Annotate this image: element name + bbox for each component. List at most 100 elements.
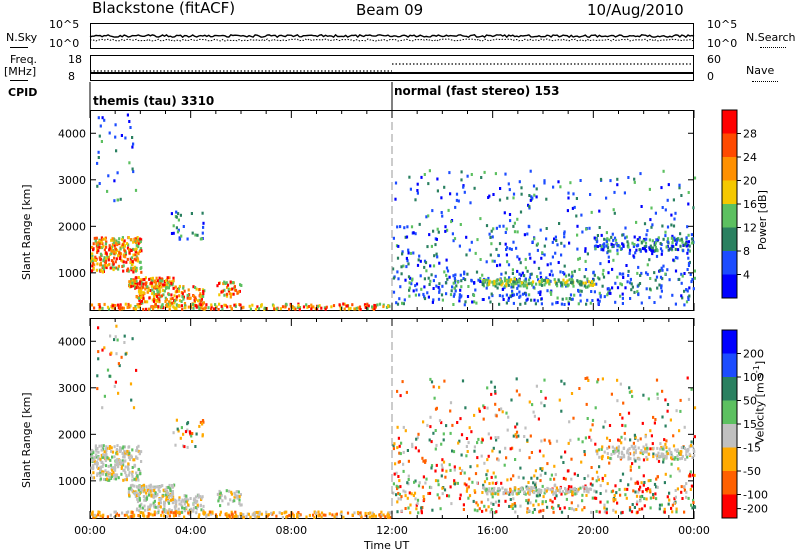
- power-echo-cell: [180, 300, 183, 303]
- velocity-echo-cell: [536, 488, 539, 492]
- power-echo-cell: [170, 281, 173, 285]
- velocity-echo-cell: [442, 438, 445, 442]
- velocity-echo-cell: [117, 513, 121, 517]
- velocity-echo-cell: [453, 465, 456, 469]
- velocity-echo-cell: [641, 507, 644, 511]
- velocity-echo-cell: [535, 499, 538, 503]
- velocity-echo-cell: [228, 514, 231, 518]
- velocity-echo-cell: [449, 431, 452, 435]
- power-echo-cell: [650, 225, 653, 229]
- velocity-echo-cell: [654, 492, 657, 496]
- velocity-echo-cell: [171, 501, 174, 505]
- velocity-echo-cell: [623, 431, 626, 435]
- velocity-echo-cell: [96, 374, 99, 378]
- power-echo-cell: [608, 291, 611, 295]
- power-echo-cell: [201, 231, 204, 235]
- velocity-echo-cell: [604, 420, 607, 424]
- velocity-echo-cell: [153, 499, 156, 503]
- power-echo-cell: [436, 189, 439, 193]
- velocity-echo-cell: [242, 515, 245, 519]
- velocity-echo-cell: [165, 486, 168, 489]
- power-echo-cell: [339, 307, 342, 311]
- velocity-echo-cell: [537, 488, 541, 492]
- power-echo-cell: [556, 296, 559, 300]
- power-echo-cell: [131, 279, 134, 283]
- power-echo-cell: [354, 307, 357, 311]
- power-echo-cell: [175, 306, 178, 310]
- power-echo-cell: [422, 292, 425, 296]
- power-echo-cell: [132, 170, 135, 174]
- power-echo-cell: [157, 305, 160, 309]
- velocity-echo-cell: [508, 492, 511, 496]
- velocity-echo-cell: [568, 420, 571, 424]
- power-echo-cell: [128, 248, 131, 252]
- velocity-echo-cell: [531, 403, 534, 407]
- velocity-echo-cell: [555, 439, 559, 443]
- power-echo-cell: [639, 172, 642, 176]
- power-echo-cell: [100, 140, 103, 143]
- power-echo-cell: [551, 255, 554, 259]
- velocity-echo-cell: [138, 451, 141, 455]
- velocity-echo-cell: [90, 450, 93, 454]
- power-echo-cell: [651, 223, 654, 227]
- power-echo-cell: [137, 242, 140, 246]
- power-echo-cell: [443, 185, 446, 189]
- velocity-echo-cell: [608, 445, 611, 449]
- power-echo-cell: [511, 289, 514, 293]
- power-echo-cell: [115, 257, 118, 261]
- power-echo-cell: [100, 246, 104, 250]
- power-echo-cell: [479, 217, 482, 221]
- velocity-echo-cell: [283, 511, 286, 515]
- velocity-echo-cell: [183, 499, 186, 503]
- velocity-echo-cell: [123, 513, 126, 517]
- velocity-echo-cell: [231, 515, 234, 519]
- velocity-echo-cell: [656, 392, 659, 396]
- velocity-echo-cell: [480, 454, 483, 458]
- velocity-echo-cell: [420, 509, 423, 513]
- power-colorbar-tick-label: 12: [743, 222, 757, 235]
- power-echo-cell: [415, 288, 418, 292]
- velocity-echo-cell: [177, 429, 180, 433]
- power-echo-cell: [609, 179, 612, 183]
- power-echo-cell: [596, 234, 599, 237]
- velocity-echo-cell: [115, 451, 118, 455]
- velocity-echo-cell: [237, 490, 240, 494]
- velocity-echo-cell: [409, 503, 412, 507]
- power-echo-cell: [394, 197, 397, 201]
- power-echo-cell: [200, 299, 203, 303]
- velocity-echo-cell: [388, 511, 391, 515]
- power-echo-cell: [688, 294, 691, 298]
- power-echo-cell: [624, 286, 627, 290]
- velocity-echo-cell: [601, 457, 604, 461]
- power-echo-cell: [474, 288, 477, 292]
- velocity-echo-cell: [109, 472, 112, 475]
- velocity-echo-cell: [125, 475, 128, 479]
- velocity-echo-cell: [180, 510, 183, 514]
- power-echo-cell: [192, 302, 195, 306]
- power-echo-cell: [560, 241, 563, 245]
- velocity-echo-cell: [467, 441, 470, 445]
- velocity-echo-cell: [615, 446, 619, 450]
- velocity-echo-cell: [92, 514, 95, 518]
- velocity-echo-cell: [397, 491, 400, 495]
- power-echo-cell: [364, 306, 367, 309]
- power-echo-cell: [201, 211, 204, 215]
- power-echo-cell: [528, 194, 531, 197]
- power-echo-cell: [130, 284, 133, 288]
- velocity-echo-cell: [585, 493, 588, 497]
- power-echo-cell: [603, 295, 606, 299]
- velocity-echo-cell: [400, 441, 403, 445]
- velocity-echo-cell: [533, 486, 536, 490]
- power-echo-cell: [114, 304, 117, 307]
- velocity-echo-cell: [167, 500, 170, 503]
- power-echo-cell: [125, 242, 129, 246]
- power-echo-cell: [121, 238, 124, 242]
- velocity-echo-cell: [91, 510, 94, 514]
- velocity-echo-cell: [683, 488, 686, 492]
- velocity-echo-cell: [537, 503, 540, 507]
- velocity-echo-cell: [440, 442, 443, 446]
- velocity-echo-cell: [639, 499, 642, 503]
- velocity-echo-cell: [494, 402, 497, 406]
- power-echo-cell: [291, 305, 294, 308]
- power-echo-cell: [225, 292, 228, 296]
